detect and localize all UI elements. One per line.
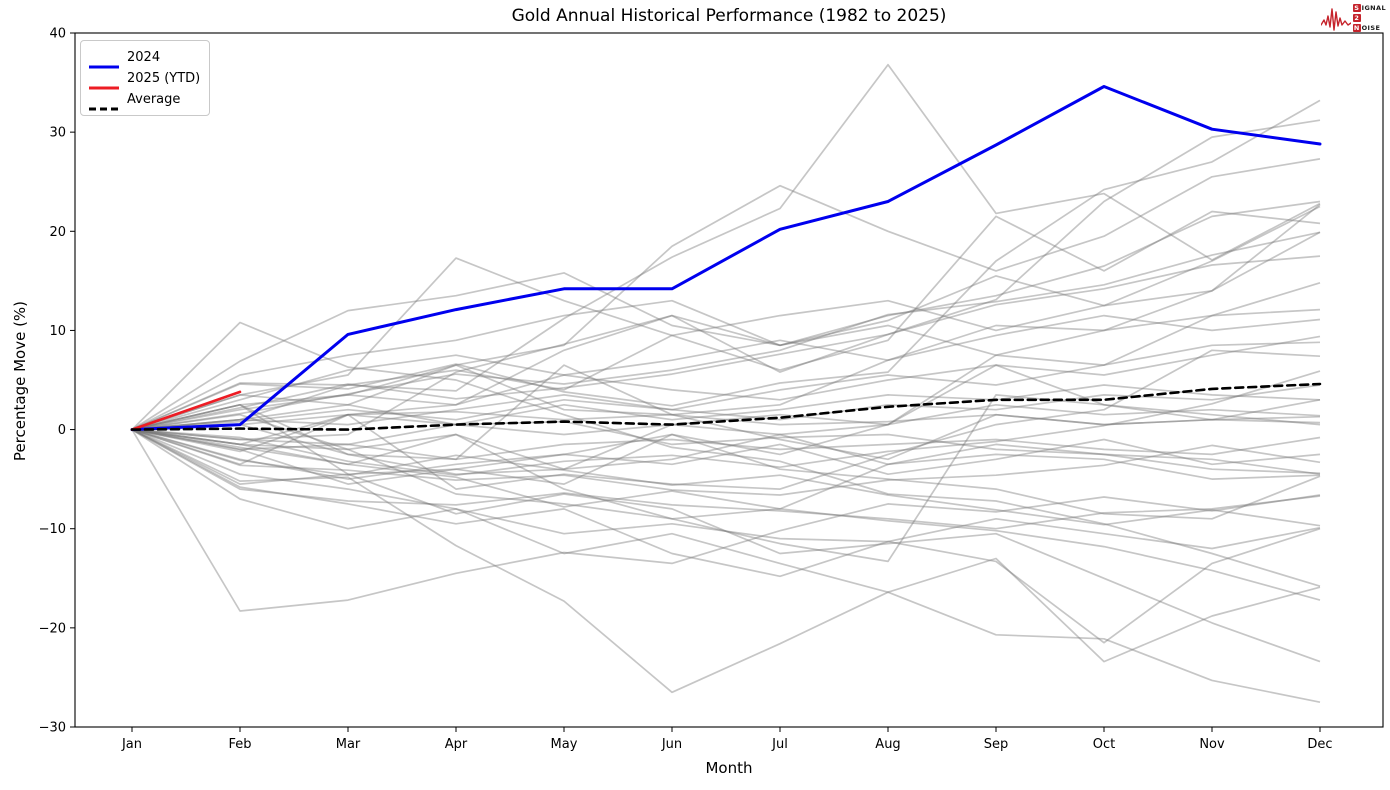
gray-year-line [131,308,1321,446]
legend-line-2024-icon [89,55,119,68]
gray-year-line [131,428,1321,527]
y-tick-label: 10 [49,324,66,339]
gray-year-line [131,281,1321,471]
gray-year-line [131,119,1321,441]
gray-year-line [131,203,1321,431]
x-tick-label: Apr [445,737,468,752]
legend: 2024 2025 (YTD) Average [80,40,210,116]
logo-letterbox-n: N [1352,24,1361,32]
gray-year-line [131,370,1321,477]
gray-year-line [131,349,1321,490]
x-tick-label: May [551,737,578,752]
legend-label-2025-ytd: 2025 (YTD) [127,71,201,86]
legend-item-average: Average [89,89,201,110]
gray-year-line [131,364,1321,461]
gray-year-line [131,394,1321,563]
gray-year-line [131,428,1321,663]
gray-year-line [131,205,1321,431]
gray-year-line [131,394,1321,476]
x-tick-label: Mar [336,737,361,752]
gray-year-line [131,231,1321,431]
plot-border [74,32,1384,728]
logo-row-signal: S IGNAL [1352,4,1386,12]
legend-item-2025-ytd: 2025 (YTD) [89,68,201,89]
logo-row-noise: N OISE [1352,24,1381,32]
x-axis-title: Month [705,759,753,777]
logo-letterbox-s: S [1352,4,1361,12]
y-tick-label: −10 [39,522,66,537]
legend-line-average-icon [89,97,119,110]
page-title: Gold Annual Historical Performance (1982… [511,6,947,26]
x-tick-label: Feb [228,737,251,752]
ecg-waveform-icon [1320,8,1351,31]
gray-year-line [131,364,1321,480]
gray-year-line [131,403,1321,446]
y-tick-label: 20 [49,225,66,240]
y-tick-label: −30 [39,721,66,736]
gray-year-line [131,410,1321,453]
gray-year-line [131,429,1321,612]
x-tick-label: Dec [1307,737,1332,752]
gray-year-line [131,428,1321,663]
gray-year-line [131,255,1321,431]
x-tick-label: Sep [984,737,1009,752]
x-tick-label: Nov [1199,737,1225,752]
x-tick-label: Oct [1093,737,1115,752]
gray-year-line [131,210,1321,431]
gray-year-line [131,63,1321,431]
logo-row-2: 2 [1352,14,1386,23]
legend-item-2024: 2024 [89,47,201,68]
x-tick-label: Jan [121,737,142,752]
gray-year-line [131,341,1321,431]
logo-text: S IGNAL 2 N OISE [1352,4,1386,33]
gray-year-line [131,158,1321,431]
series-line-2025-ytd- [130,390,242,431]
gray-year-line [131,403,1321,520]
gray-year-line [131,413,1321,520]
gray-year-line [131,428,1321,461]
gray-year-line [131,99,1321,431]
gray-year-line [131,428,1321,550]
signal2noise-logo: S IGNAL 2 N OISE [1320,3,1386,33]
x-tick-label: Jun [661,737,682,752]
gray-year-line [131,321,1321,588]
gray-year-line [131,384,1321,431]
y-tick-label: 40 [49,27,66,42]
gray-year-line [131,384,1321,431]
x-tick-label: Aug [875,737,900,752]
y-tick-label: 0 [58,423,66,438]
gray-year-line [131,200,1321,431]
legend-label-average: Average [127,92,181,107]
gray-year-line [131,428,1321,485]
legend-line-2025-icon [89,76,119,89]
y-tick-label: 30 [49,126,66,141]
gray-year-line [131,428,1321,530]
legend-label-2024: 2024 [127,50,161,65]
y-tick-label: −20 [39,621,66,636]
series-line-2024 [130,85,1322,432]
gray-year-line [131,428,1321,644]
gray-year-line [131,428,1321,704]
x-tick-label: Jul [771,737,788,752]
gray-year-line [131,231,1321,461]
gray-year-line [131,314,1321,431]
series-line-average [130,382,1322,431]
y-axis-title: Percentage Move (%) [11,300,29,462]
gray-year-line [131,423,1321,480]
logo-letterbox-2: 2 [1352,14,1361,22]
gray-year-line [131,428,1321,601]
gray-year-line [131,335,1321,431]
gray-year-line [131,428,1321,496]
